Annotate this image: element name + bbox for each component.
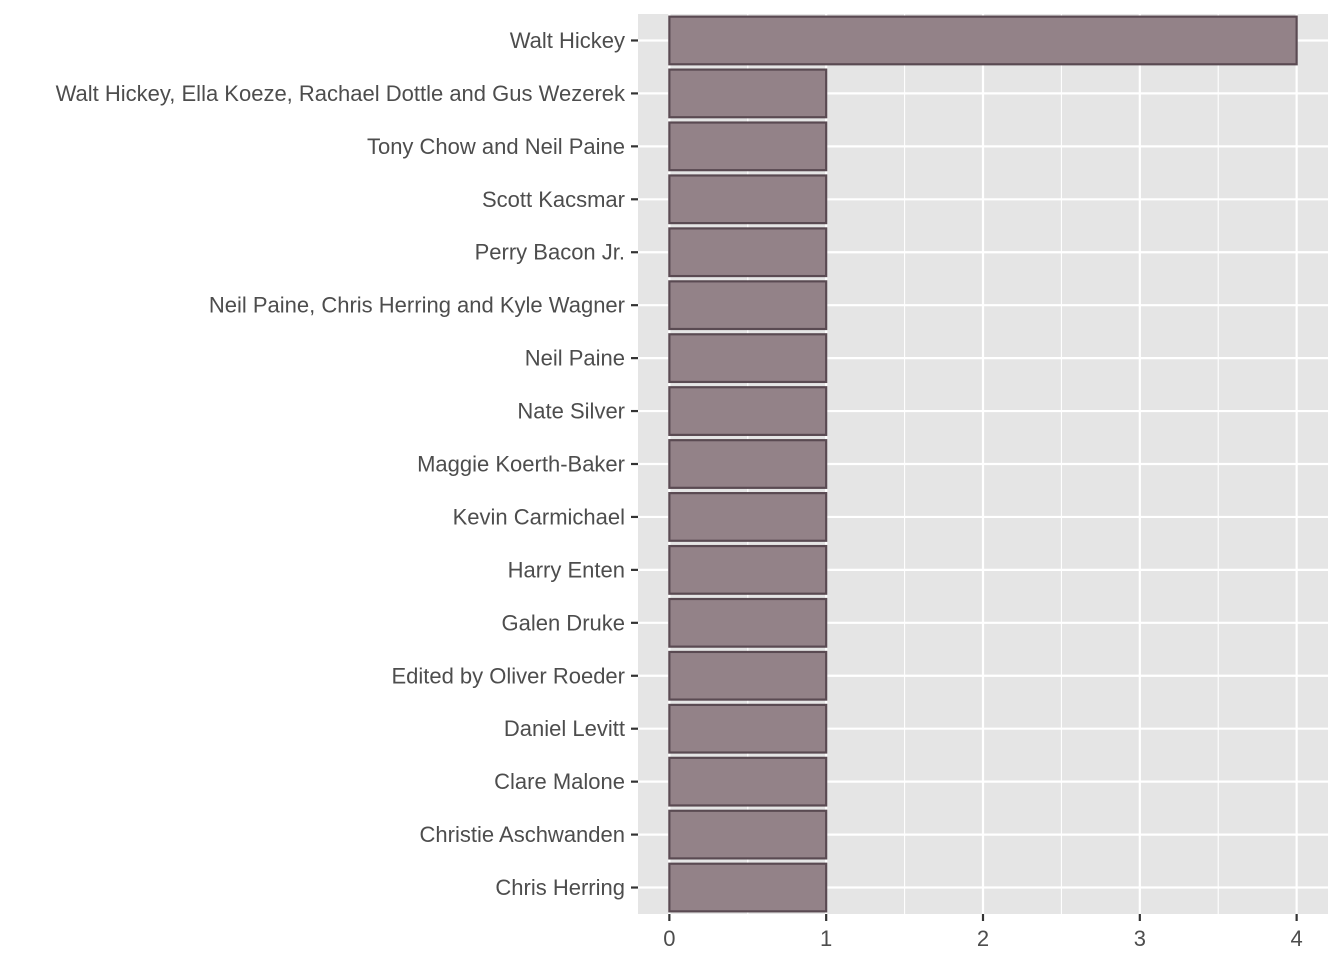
bar bbox=[668, 862, 828, 913]
y-tick-label: Chris Herring bbox=[495, 875, 625, 900]
x-tick-label: 4 bbox=[1291, 926, 1303, 951]
bar bbox=[668, 174, 828, 225]
y-tick-label: Walt Hickey bbox=[510, 28, 625, 53]
x-tick-label: 3 bbox=[1134, 926, 1146, 951]
x-tick-label: 0 bbox=[663, 926, 675, 951]
bar bbox=[668, 597, 828, 648]
bar bbox=[668, 386, 828, 436]
y-tick-label: Neil Paine, Chris Herring and Kyle Wagne… bbox=[209, 293, 625, 318]
y-tick-label: Harry Enten bbox=[508, 557, 625, 582]
y-tick-label: Walt Hickey, Ella Koeze, Rachael Dottle … bbox=[56, 81, 626, 106]
bar bbox=[668, 809, 828, 860]
x-tick-label: 1 bbox=[820, 926, 832, 951]
y-tick-label: Christie Aschwanden bbox=[420, 822, 625, 847]
bars bbox=[668, 15, 1298, 913]
y-tick-label: Galen Druke bbox=[501, 610, 625, 635]
y-tick-label: Nate Silver bbox=[517, 399, 625, 424]
y-tick-label: Daniel Levitt bbox=[504, 716, 625, 741]
y-tick-label: Kevin Carmichael bbox=[453, 504, 625, 529]
bar bbox=[668, 68, 828, 119]
y-tick-label: Maggie Koerth-Baker bbox=[417, 452, 625, 477]
y-axis: Walt Hickey Walt Hickey, Ella Koeze, Rach… bbox=[56, 28, 638, 900]
bar bbox=[668, 227, 828, 278]
y-tick-label: Edited by Oliver Roeder bbox=[391, 663, 625, 688]
y-tick-label: Perry Bacon Jr. bbox=[475, 240, 625, 265]
bar bbox=[668, 439, 828, 489]
x-tick-label: 2 bbox=[977, 926, 989, 951]
bar bbox=[668, 492, 828, 542]
y-tick-label: Tony Chow and Neil Paine bbox=[367, 134, 625, 159]
bar bbox=[668, 544, 828, 595]
bar bbox=[668, 650, 828, 701]
bar bbox=[668, 15, 1298, 66]
x-axis: 0 1 2 3 4 bbox=[663, 914, 1303, 951]
y-tick-label: Neil Paine bbox=[525, 346, 625, 371]
y-tick-label: Clare Malone bbox=[494, 769, 625, 794]
bar bbox=[668, 121, 828, 172]
bar bbox=[668, 756, 828, 807]
bar bbox=[668, 703, 828, 754]
y-tick-label: Scott Kacsmar bbox=[482, 187, 625, 212]
bar bbox=[668, 333, 828, 384]
bar bbox=[668, 280, 828, 331]
